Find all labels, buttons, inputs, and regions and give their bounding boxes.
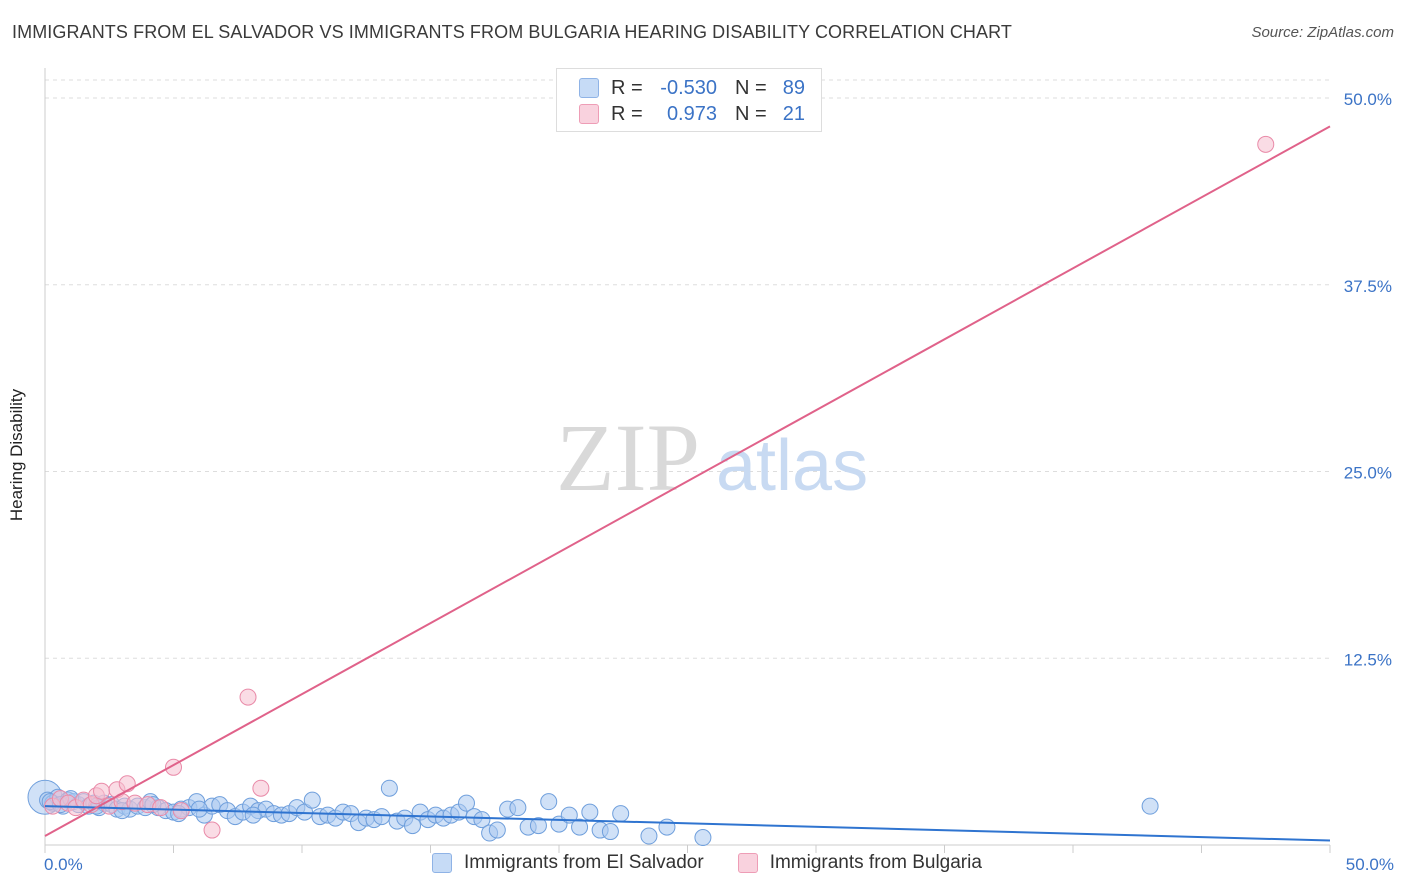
- data-point: [152, 799, 170, 817]
- axes: [44, 68, 1331, 853]
- legend-item-el-salvador: Immigrants from El Salvador: [432, 852, 704, 874]
- x-tick-label: 0.0%: [44, 855, 83, 874]
- trend-lines: [44, 125, 1331, 842]
- legend-r-value: 0.973: [666, 102, 717, 125]
- gridlines: [45, 79, 1330, 659]
- legend-r-value: -0.530: [660, 76, 717, 99]
- legend-swatch-blue: [579, 78, 599, 98]
- data-point: [1257, 135, 1275, 153]
- data-point: [303, 791, 321, 809]
- legend-row-el-salvador: R = -0.530 N = 89: [579, 75, 805, 101]
- data-point: [380, 779, 398, 797]
- y-tick-label: 12.5%: [1344, 650, 1392, 669]
- legend-r-label: R =: [611, 102, 643, 125]
- data-point: [529, 817, 547, 835]
- watermark-zip: ZIP: [556, 404, 700, 511]
- data-point: [473, 811, 491, 829]
- data-point: [93, 782, 111, 800]
- trend-line-el-salvador: [44, 805, 1331, 842]
- legend-item-bulgaria: Immigrants from Bulgaria: [737, 852, 982, 874]
- legend-label: Immigrants from Bulgaria: [769, 852, 982, 873]
- data-point: [488, 821, 506, 839]
- watermark-atlas: atlas: [716, 426, 868, 506]
- source-label: Source: ZipAtlas.com: [1251, 24, 1394, 41]
- legend-n-label: N =: [735, 102, 767, 125]
- data-point: [612, 805, 630, 823]
- legend-swatch-pink: [737, 853, 758, 873]
- data-point: [694, 829, 712, 847]
- legend-swatch-pink: [579, 104, 599, 124]
- legend-r-label: R =: [611, 76, 643, 99]
- watermark: ZIP atlas: [556, 404, 868, 511]
- correlation-legend: R = -0.530 N = 89 R = 0.973 N = 21: [556, 68, 822, 132]
- chart-title: IMMIGRANTS FROM EL SALVADOR VS IMMIGRANT…: [12, 22, 1013, 42]
- series-legend: Immigrants from El Salvador Immigrants f…: [432, 852, 1016, 874]
- y-tick-label: 25.0%: [1344, 464, 1392, 483]
- data-point: [239, 688, 257, 706]
- data-point: [1141, 797, 1159, 815]
- data-point: [404, 817, 422, 835]
- legend-swatch-blue: [432, 853, 452, 873]
- x-tick-label: 50.0%: [1346, 855, 1394, 874]
- data-point: [658, 818, 676, 836]
- legend-row-bulgaria: R = 0.973 N = 21: [579, 101, 805, 127]
- y-tick-label: 50.0%: [1344, 90, 1392, 109]
- data-point: [457, 794, 475, 812]
- tick-labels: 12.5% 25.0% 37.5% 50.0% 0.0% 50.0%: [44, 90, 1394, 874]
- y-tick-label: 37.5%: [1344, 277, 1392, 296]
- data-point: [601, 823, 619, 841]
- data-point: [244, 806, 262, 824]
- legend-n-label: N =: [735, 76, 767, 99]
- data-point: [118, 775, 136, 793]
- data-point: [581, 803, 599, 821]
- data-point: [509, 799, 527, 817]
- data-point: [203, 821, 221, 839]
- data-point: [540, 793, 558, 811]
- data-point: [252, 779, 270, 797]
- legend-label: Immigrants from El Salvador: [464, 852, 704, 873]
- data-point: [373, 808, 391, 826]
- data-point: [640, 827, 658, 845]
- legend-n-value: 89: [782, 76, 805, 99]
- legend-n-value: 21: [782, 102, 805, 125]
- series-el-salvador: [27, 779, 1159, 847]
- data-point: [571, 818, 589, 836]
- trend-line-bulgaria: [44, 125, 1331, 837]
